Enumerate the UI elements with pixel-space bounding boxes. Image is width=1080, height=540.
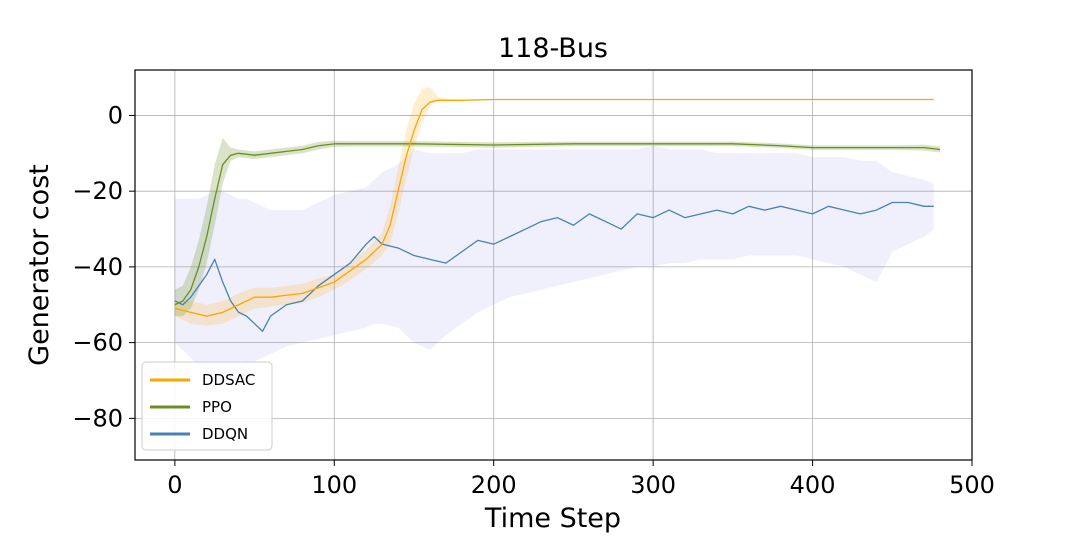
band-ddqn xyxy=(174,145,934,385)
legend: DDSAC PPO DDQN xyxy=(141,361,273,451)
series-lines xyxy=(174,98,941,332)
y-tick-label: 0 xyxy=(108,101,123,129)
x-tick-label: 300 xyxy=(630,471,676,499)
line-ddsac xyxy=(174,98,934,317)
line-ddqn xyxy=(174,201,934,332)
x-axis-label: Time Step xyxy=(484,503,621,534)
y-axis-label: Generator cost xyxy=(24,164,55,366)
line-ppo xyxy=(174,143,941,306)
plot-frame xyxy=(134,69,973,461)
y-tick-label: −20 xyxy=(72,177,123,205)
y-tick-label: −60 xyxy=(72,329,123,357)
x-tick-label: 200 xyxy=(471,471,517,499)
y-tick-label: −80 xyxy=(72,404,123,432)
band-ddsac xyxy=(174,87,934,326)
chart-title: 118-Bus xyxy=(498,33,608,64)
x-tick-label: 500 xyxy=(949,471,995,499)
confidence-bands xyxy=(174,87,941,385)
legend-box xyxy=(141,361,273,451)
y-tick-label: −40 xyxy=(72,253,123,281)
legend-label-ppo: PPO xyxy=(202,398,232,416)
band-ppo xyxy=(174,138,941,317)
legend-label-ddsac: DDSAC xyxy=(202,371,255,389)
x-tick-label: 400 xyxy=(790,471,836,499)
x-tick-label: 0 xyxy=(167,471,182,499)
legend-label-ddqn: DDQN xyxy=(202,425,248,443)
x-tick-label: 100 xyxy=(311,471,357,499)
axis-ticks: 0 100 200 300 400 500 0 −20 −40 −60 −80 xyxy=(72,101,995,499)
